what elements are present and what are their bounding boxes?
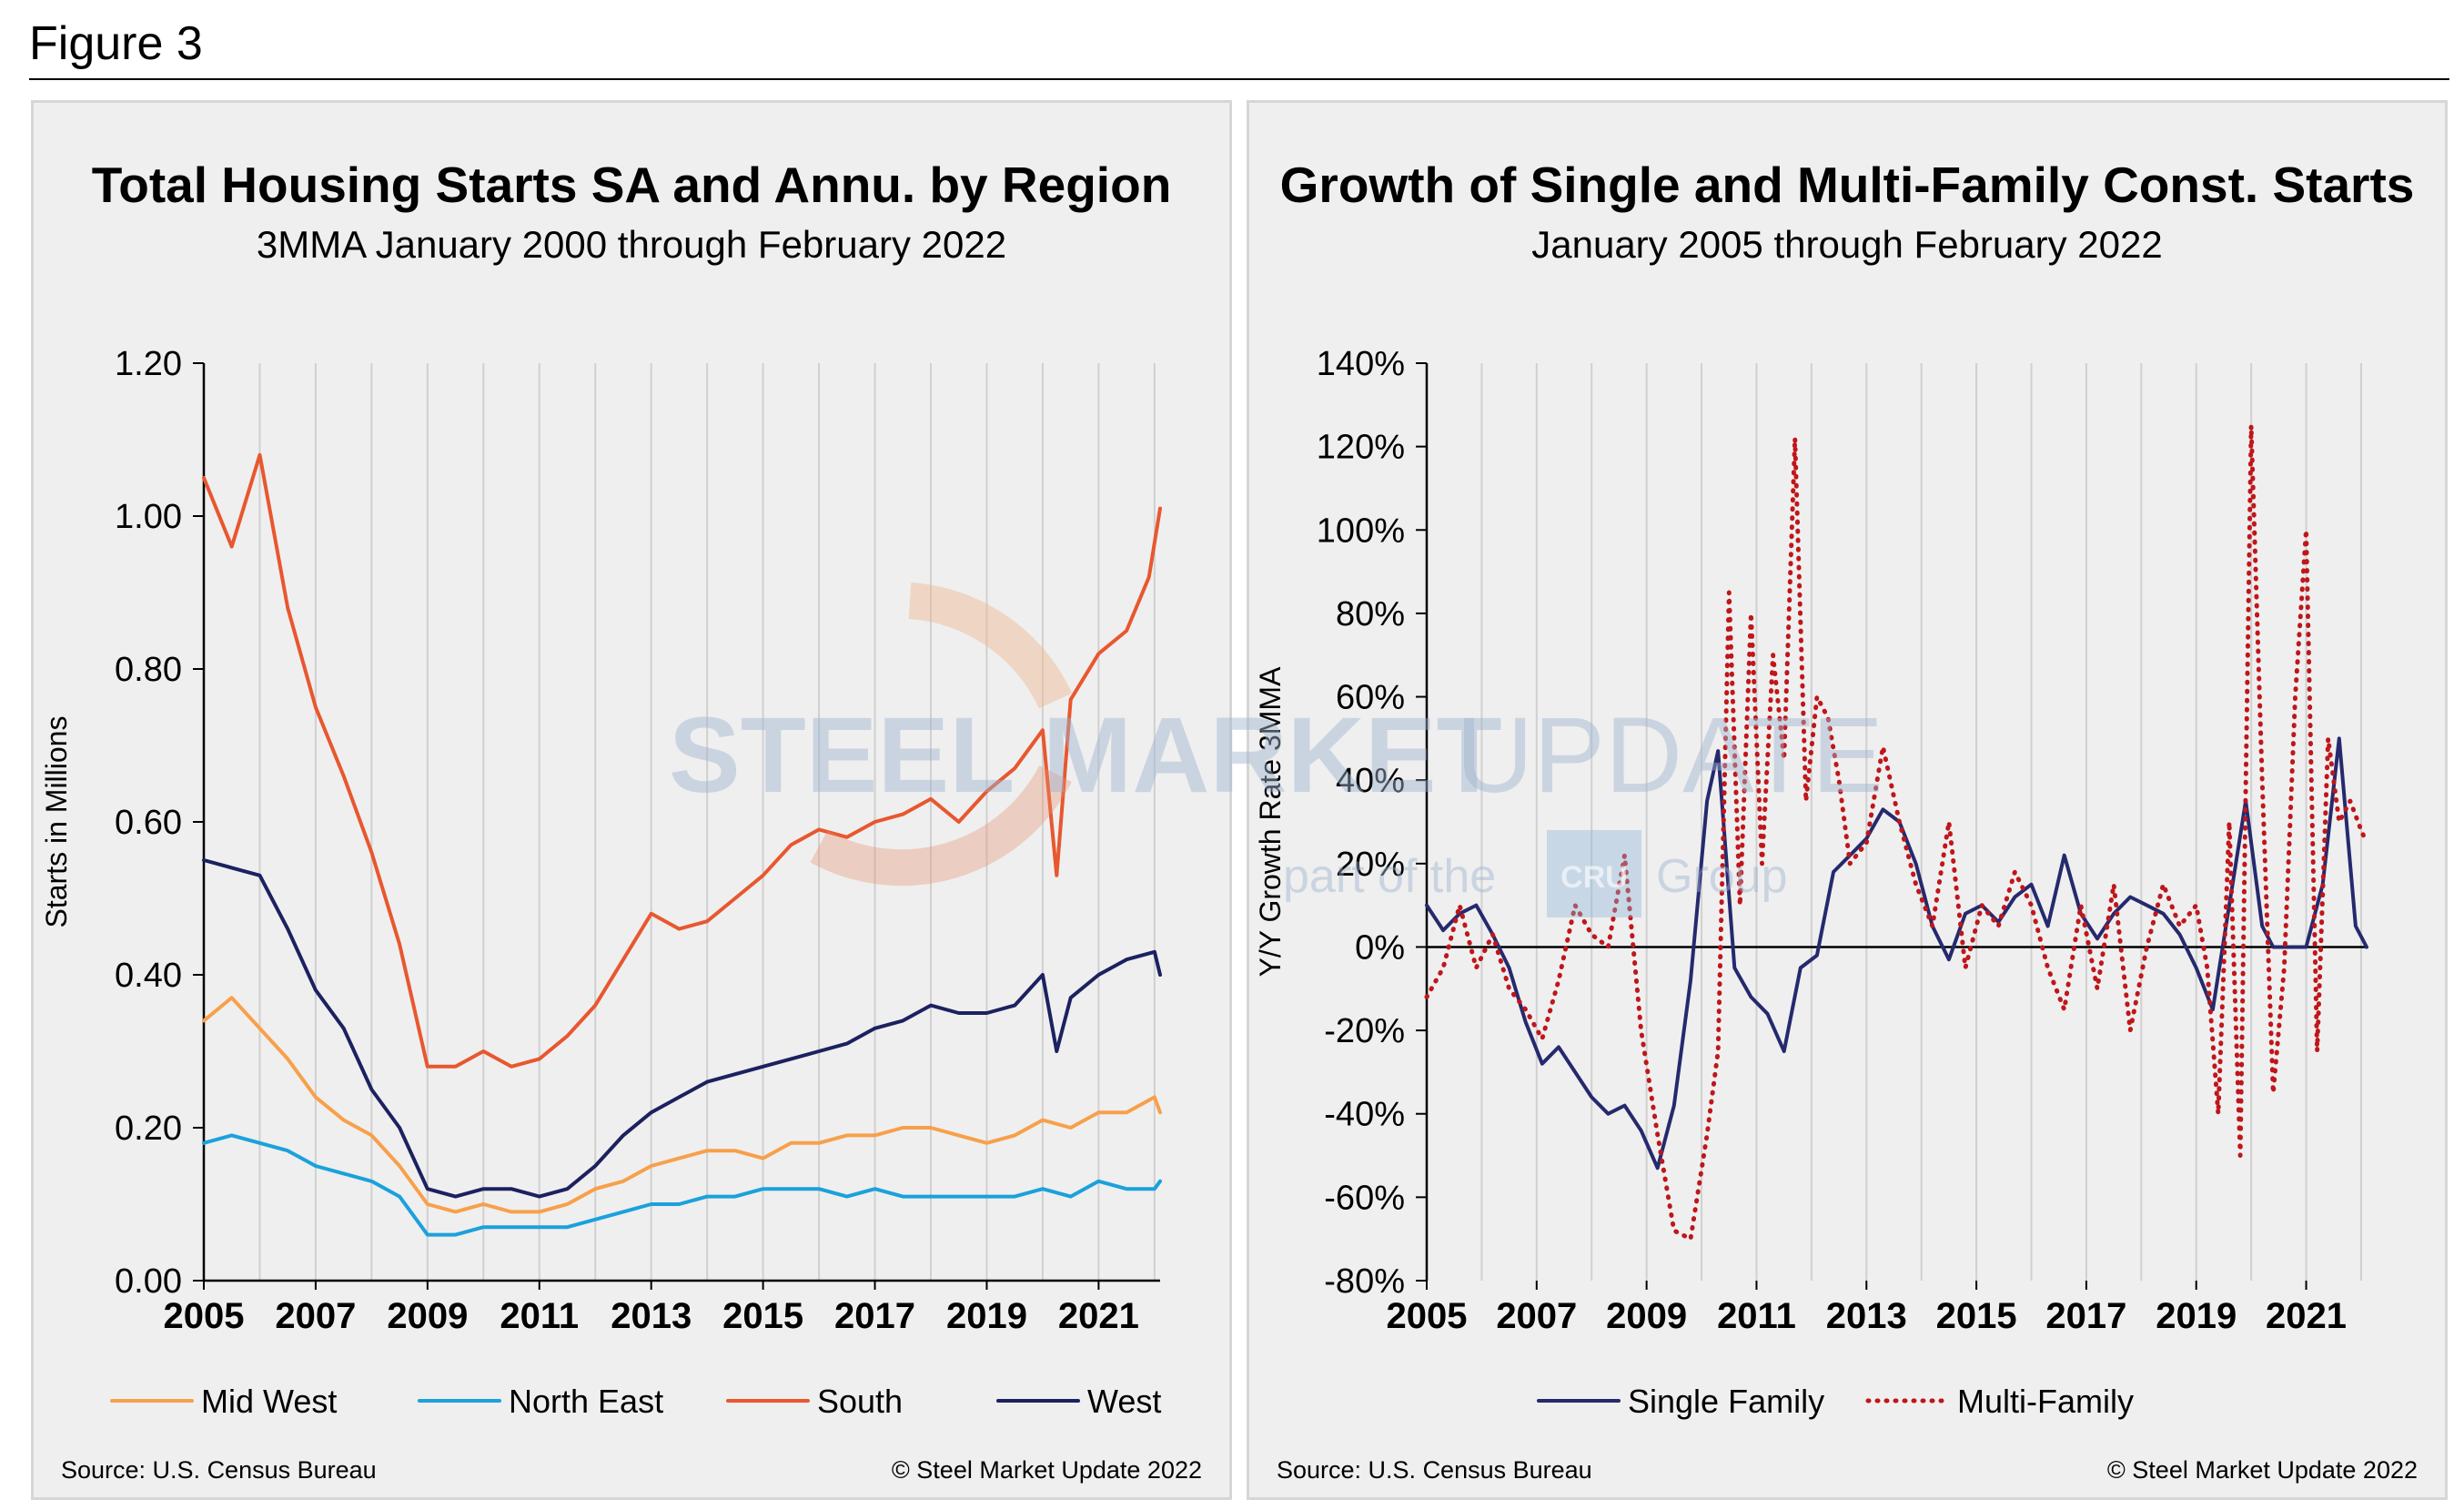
y-tick-label: -80% (1324, 1262, 1405, 1301)
y-tick-label: 60% (1336, 679, 1405, 717)
x-tick-label: 2007 (1496, 1296, 1577, 1336)
right-source: Source: U.S. Census Bureau (1277, 1456, 1592, 1484)
legend-label: West (1087, 1383, 1161, 1420)
right-chart-title: Growth of Single and Multi-Family Const.… (1279, 157, 2415, 213)
x-tick-label: 2019 (2156, 1296, 2237, 1336)
y-tick-label: 0.00 (115, 1262, 182, 1301)
legend-label: Single Family (1628, 1383, 1824, 1420)
x-tick-label: 2011 (1717, 1296, 1796, 1336)
y-tick-label: 0.20 (115, 1110, 182, 1148)
y-tick-label: 0.80 (115, 651, 182, 689)
series-line-south (202, 452, 1162, 1069)
y-tick-label: -40% (1324, 1096, 1405, 1134)
y-tick-label: 0.60 (115, 804, 182, 842)
y-tick-label: 100% (1317, 512, 1405, 550)
left-copyright: © Steel Market Update 2022 (891, 1456, 1202, 1484)
left-chart-subtitle: 3MMA January 2000 through February 2022 (256, 223, 1007, 266)
left-source: Source: U.S. Census Bureau (61, 1456, 377, 1484)
right-chart-svg: -80% -60% -40% -20% 0% 20% 40% 60% 80% 100% 120% 14… (1254, 345, 2369, 1420)
x-tick-label: 2015 (1936, 1296, 2017, 1336)
x-tick-label: 2013 (611, 1296, 692, 1336)
y-tick-label: 0.40 (115, 957, 182, 995)
y-axis-label: Starts in Millions (40, 716, 73, 928)
y-tick-label: 0% (1355, 928, 1405, 967)
series-line-north-east (202, 1133, 1162, 1237)
x-tick-label: 2021 (2266, 1296, 2347, 1336)
y-tick-label: -60% (1324, 1179, 1405, 1217)
y-tick-label: 80% (1336, 595, 1405, 633)
series-line-mid-west (202, 996, 1162, 1214)
title-rule (29, 78, 2449, 80)
x-tick-label: 2021 (1058, 1296, 1139, 1336)
y-tick-label: 20% (1336, 846, 1405, 884)
legend-label: Multi-Family (1957, 1383, 2134, 1420)
y-tick-label: 140% (1317, 345, 1405, 383)
right-chart-subtitle: January 2005 through February 2022 (1531, 223, 2163, 266)
series-line-multi-family (1424, 423, 2369, 1241)
right-copyright: © Steel Market Update 2022 (2106, 1456, 2418, 1484)
y-tick-label: 40% (1336, 762, 1405, 800)
x-tick-label: 2007 (275, 1296, 356, 1336)
right-chart-panel: Growth of Single and Multi-Family Const.… (1247, 100, 2448, 1500)
x-tick-label: 2011 (500, 1296, 579, 1336)
y-tick-label: 120% (1317, 429, 1405, 467)
y-tick-label: 1.20 (115, 345, 182, 383)
x-tick-label: 2019 (946, 1296, 1027, 1336)
y-axis-label: Y/Y Growth Rate 3MMA (1254, 666, 1287, 978)
x-tick-label: 2013 (1826, 1296, 1907, 1336)
series-line-west (202, 858, 1162, 1199)
left-chart-panel: Total Housing Starts SA and Annu. by Reg… (31, 100, 1232, 1500)
left-chart-title: Total Housing Starts SA and Annu. by Reg… (91, 157, 1172, 213)
x-tick-label: 2009 (1606, 1296, 1687, 1336)
legend-label: South (817, 1383, 903, 1420)
y-tick-label: 1.00 (115, 498, 182, 536)
x-tick-label: 2017 (834, 1296, 915, 1336)
x-tick-label: 2005 (1387, 1296, 1468, 1336)
x-tick-label: 2009 (387, 1296, 468, 1336)
left-chart-svg: 0.00 0.20 0.40 0.60 0.80 1.00 1.20 2005 2007 2009… (40, 345, 1162, 1420)
legend-label: North East (509, 1383, 663, 1420)
x-tick-label: 2005 (164, 1296, 245, 1336)
x-tick-label: 2015 (722, 1296, 803, 1336)
figure-label: Figure 3 (29, 17, 203, 70)
y-tick-label: -20% (1324, 1012, 1405, 1050)
x-tick-label: 2017 (2045, 1296, 2126, 1336)
legend-label: Mid West (201, 1383, 337, 1420)
